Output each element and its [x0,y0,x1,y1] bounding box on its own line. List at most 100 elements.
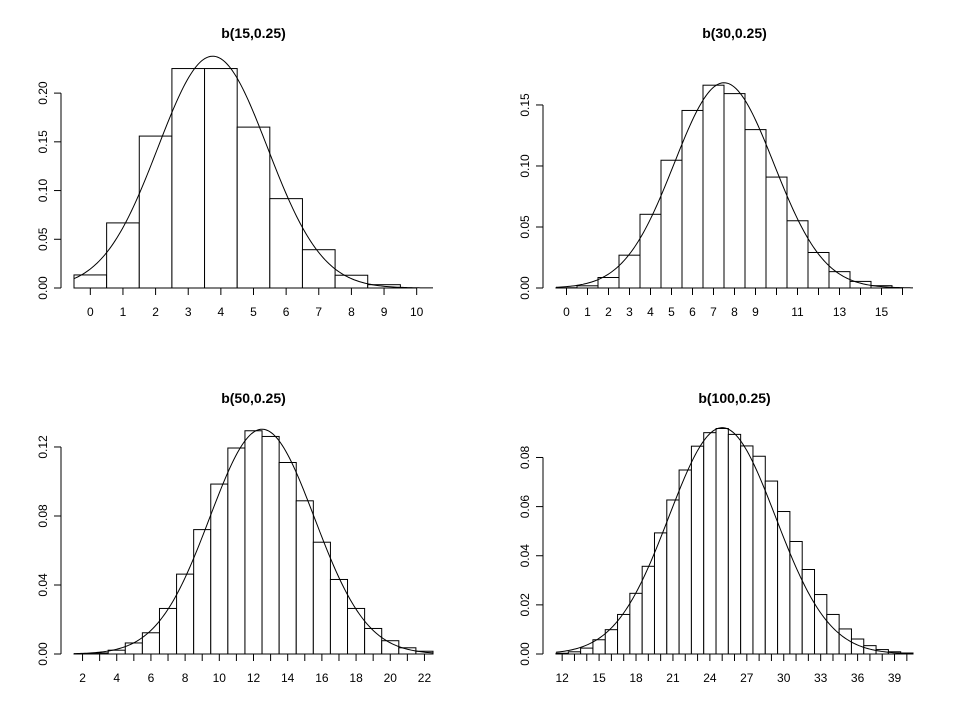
y-tick-label: 0.05 [518,215,532,239]
chart-panel-0: b(15,0.25) 0 1 2 3 4 5 6 7 8 9 10 0.00 0.05 0.10 0.15 0.… [36,25,434,319]
bar [618,254,641,289]
x-tick-label: 12 [247,671,261,685]
bar [204,68,238,289]
x-tick-label: 2 [605,305,612,319]
chart-panel-1: b(30,0.25) 0 1 2 3 4 5 6 7 8 9 11 13 15 0.00 0.05 0.10 0.… [518,25,914,319]
x-tick-label: 2 [152,305,159,319]
density-curve [555,82,914,289]
bar [347,607,366,655]
bar [193,529,212,655]
y-tick-label: 0.00 [36,276,50,300]
x-tick-label: 4 [647,305,654,319]
x-tick-label: 7 [315,305,322,319]
bar [604,629,619,655]
x-tick-label: 18 [349,671,363,685]
y-tick-label: 0.08 [36,504,50,528]
bar [702,84,725,289]
x-tick-label: 7 [710,305,717,319]
bar [295,500,314,655]
bar [660,159,683,289]
x-tick-label: 5 [250,305,257,319]
x-tick-label: 11 [791,305,804,319]
bar [807,251,830,289]
x-tick-label: 0 [87,305,94,319]
bar [171,68,206,289]
x-tick-label: 2 [79,671,86,685]
y-tick-label: 0.15 [36,130,50,154]
y-tick-label: 0.15 [518,93,532,117]
y-tick-label: 0.00 [518,642,532,666]
x-tick-label: 18 [629,671,643,685]
x-tick-label: 6 [689,305,696,319]
x-tick-label: 8 [348,305,355,319]
y-tick-label: 0.20 [36,81,50,105]
x-tick-label: 14 [281,671,295,685]
bar [592,639,606,655]
bar [312,541,331,655]
x-tick-label: 8 [731,305,738,319]
bar [765,176,788,289]
bar [801,568,816,655]
bar [334,274,369,289]
y-tick-label: 0.04 [518,544,532,568]
x-tick-label: 1 [120,305,127,319]
bar [777,511,791,655]
y-tick-label: 0.12 [36,435,50,459]
bar [666,499,680,655]
y-tick-label: 0.05 [36,227,50,251]
y-tick-label: 0.10 [518,154,532,178]
y-tick-label: 0.04 [36,573,50,597]
x-tick-label: 15 [592,671,606,685]
bar [73,274,108,289]
bar [261,435,280,655]
bar [715,427,729,655]
bar [158,607,178,655]
x-tick-label: 9 [381,305,388,319]
bar [227,447,246,655]
x-tick-label: 3 [626,305,633,319]
bar [176,573,195,655]
x-tick-label: 6 [283,305,290,319]
bar [244,430,263,655]
x-tick-label: 24 [703,671,717,685]
x-tick-label: 12 [555,671,569,685]
x-tick-label: 16 [315,671,329,685]
bar [364,627,383,655]
y-tick-label: 0.02 [518,593,532,617]
bar [727,433,742,655]
chart-panel-2: b(50,0.25) 2 4 6 8 10 12 14 16 18 20 22 0.00 0.04 0.08… [36,390,434,685]
bar [639,213,662,289]
bar [617,613,631,655]
x-tick-label: 20 [384,671,398,685]
bar [723,93,746,289]
y-tick-label: 0.10 [36,179,50,203]
y-tick-label: 0.06 [518,495,532,519]
bar [278,462,297,655]
bar [124,642,143,655]
bar [138,135,173,289]
x-tick-label: 15 [875,305,889,319]
density-curve [73,428,434,655]
bar [629,592,643,655]
bar [826,613,840,655]
bar [580,647,594,655]
x-tick-label: 30 [777,671,791,685]
bar [690,445,705,655]
y-tick-label: 0.00 [36,642,50,666]
x-tick-label: 10 [410,305,424,319]
x-tick-label: 36 [851,671,865,685]
chart-title: b(100,0.25) [698,390,770,406]
x-tick-label: 21 [666,671,680,685]
bar [236,126,271,289]
density-curve [555,427,914,655]
bar [653,532,668,655]
bar [301,249,336,289]
y-tick-label: 0.08 [518,445,532,469]
x-tick-label: 6 [148,671,155,685]
chart-panel-3: b(100,0.25) 12 15 18 21 24 27 30 33 36 39 0.00 0.02 0… [518,390,914,685]
x-tick-label: 9 [752,305,759,319]
bar [703,432,717,655]
x-tick-label: 39 [888,671,902,685]
bar [641,565,655,655]
